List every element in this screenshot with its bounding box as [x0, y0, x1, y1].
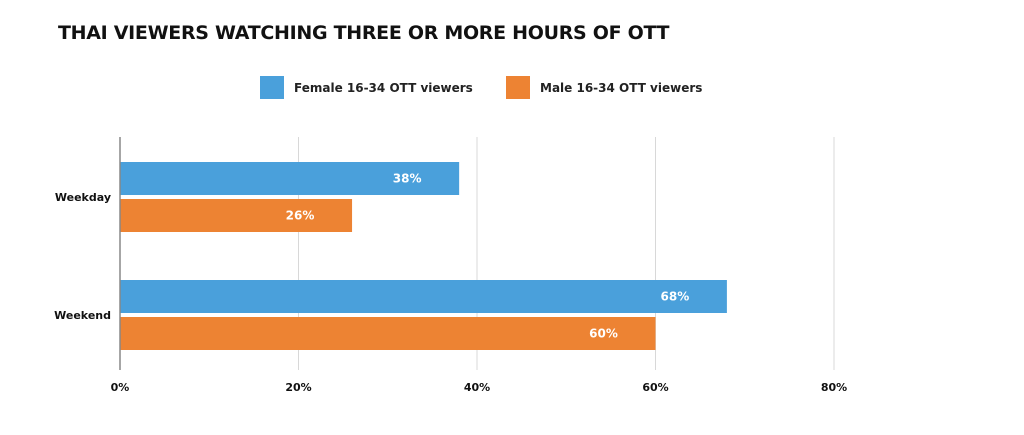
- legend-item-male: Male 16-34 OTT viewers: [506, 76, 702, 99]
- legend-label-male: Male 16-34 OTT viewers: [540, 80, 703, 95]
- legend-swatch-female: [260, 76, 284, 99]
- data-label: 38%: [393, 172, 422, 186]
- legend-item-female: Female 16-34 OTT viewers: [260, 76, 473, 99]
- bar-weekend-female: [120, 280, 727, 313]
- x-tick-label: 60%: [642, 381, 668, 394]
- data-label: 60%: [589, 327, 618, 341]
- x-tick-label: 0%: [111, 381, 130, 394]
- data-label: 68%: [661, 290, 690, 304]
- legend-swatch-male: [506, 76, 530, 99]
- x-tick-label: 40%: [464, 381, 490, 394]
- legend-label-female: Female 16-34 OTT viewers: [294, 80, 473, 95]
- x-tick-label: 20%: [285, 381, 311, 394]
- bar-weekday-male: [120, 199, 353, 232]
- category-label: Weekday: [55, 191, 111, 204]
- category-label: Weekend: [54, 309, 111, 322]
- chart-title: THAI VIEWERS WATCHING THREE OR MORE HOUR…: [58, 22, 670, 44]
- bar-weekend-male: [120, 317, 656, 350]
- bar-weekday-female: [120, 162, 460, 195]
- data-label: 26%: [286, 209, 315, 223]
- x-tick-label: 80%: [821, 381, 847, 394]
